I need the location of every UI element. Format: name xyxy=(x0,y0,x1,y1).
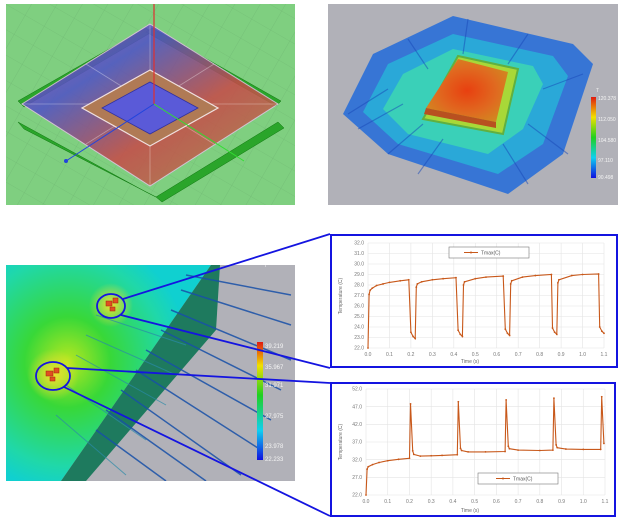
x-tick-label: 0.2 xyxy=(406,499,413,505)
y-tick-label: 25.0 xyxy=(354,314,364,320)
detail-legend-tick: 23.978 xyxy=(265,444,284,450)
x-tick-label: 0.0 xyxy=(365,352,372,358)
qfp-geometry-image xyxy=(6,4,295,205)
x-tick-label: 0.4 xyxy=(449,499,456,505)
x-tick-label: 0.3 xyxy=(429,352,436,358)
x-tick-label: 0.1 xyxy=(386,352,393,358)
y-tick-label: 22.0 xyxy=(354,346,364,352)
y-axis-label: Temperature (C) xyxy=(338,277,344,314)
thermal-legend-tick: 90.498 xyxy=(598,175,614,181)
x-tick-label: 1.1 xyxy=(601,352,608,358)
detail-legend-title: T xyxy=(264,265,267,269)
x-axis-label: Time (s) xyxy=(461,359,479,365)
y-tick-label: 26.0 xyxy=(354,304,364,310)
y-axis-label: Temperature (C) xyxy=(338,423,344,460)
thermal-contour-panel: T 120.378 112.050 104.580 97.110 90.498 xyxy=(328,4,618,205)
legend-label: Tmax(C) xyxy=(481,251,501,257)
x-tick-label: 0.9 xyxy=(558,352,565,358)
chart-legend: Tmax(C) xyxy=(448,246,530,259)
x-tick-label: 0.0 xyxy=(363,499,370,505)
geometry-model-panel xyxy=(6,4,295,205)
x-tick-label: 0.8 xyxy=(536,499,543,505)
detail-legend-tick: 31.971 xyxy=(265,383,284,389)
x-tick-label: 0.4 xyxy=(450,352,457,358)
chart-legend: Tmax(C) xyxy=(477,472,559,485)
x-tick-label: 0.6 xyxy=(493,352,500,358)
x-tick-label: 1.0 xyxy=(580,499,587,505)
x-tick-label: 0.7 xyxy=(515,499,522,505)
x-tick-label: 0.5 xyxy=(471,499,478,505)
x-tick-label: 0.1 xyxy=(384,499,391,505)
x-tick-label: 1.1 xyxy=(602,499,609,505)
hotspot-circle-1 xyxy=(96,293,126,319)
x-tick-label: 0.6 xyxy=(493,499,500,505)
thermal-legend-title: T xyxy=(596,88,599,94)
thermal-colorbar xyxy=(591,97,596,178)
x-tick-label: 0.9 xyxy=(558,499,565,505)
detail-legend-tick: 35.967 xyxy=(265,365,284,371)
hotspot-circle-2 xyxy=(35,361,71,391)
y-tick-label: 24.0 xyxy=(354,325,364,331)
y-tick-label: 22.0 xyxy=(352,493,362,499)
thermal-legend-tick: 112.050 xyxy=(598,117,616,123)
y-tick-label: 31.0 xyxy=(354,251,364,257)
detail-legend-tick: 39.219 xyxy=(265,344,284,350)
y-tick-label: 32.0 xyxy=(354,241,364,247)
y-tick-label: 28.0 xyxy=(354,283,364,289)
y-tick-label: 32.0 xyxy=(352,457,362,463)
temperature-chart-hotspot-2: 52.0 47.0 42.0 37.0 32.0 27.0 22.0 0.0 0.1 0.2 0.… xyxy=(330,382,616,517)
detail-colorbar xyxy=(257,342,263,460)
y-tick-label: 27.0 xyxy=(354,293,364,299)
x-tick-label: 0.8 xyxy=(536,352,543,358)
legend-label: Tmax(C) xyxy=(513,477,533,483)
temperature-chart-hotspot-1: 32.0 31.0 30.0 29.0 28.0 27.0 26.0 25.0 24.0 23.0… xyxy=(330,234,618,368)
x-axis-label: Time (s) xyxy=(461,508,479,514)
qfp-thermal-contour-image: T 120.378 112.050 104.580 97.110 90.498 xyxy=(343,16,616,194)
y-tick-label: 30.0 xyxy=(354,262,364,268)
detail-legend-tick: 22.233 xyxy=(265,457,284,463)
y-tick-label: 42.0 xyxy=(352,422,362,428)
x-tick-label: 1.0 xyxy=(579,352,586,358)
thermal-legend-tick: 104.580 xyxy=(598,138,616,144)
y-tick-label: 29.0 xyxy=(354,272,364,278)
y-tick-label: 37.0 xyxy=(352,440,362,446)
y-tick-label: 52.0 xyxy=(352,387,362,393)
y-tick-label: 23.0 xyxy=(354,335,364,341)
x-tick-label: 0.7 xyxy=(515,352,522,358)
y-tick-label: 47.0 xyxy=(352,404,362,410)
detail-legend-tick: 27.975 xyxy=(265,414,284,420)
y-tick-label: 27.0 xyxy=(352,475,362,481)
x-tick-label: 0.5 xyxy=(472,352,479,358)
x-tick-label: 0.2 xyxy=(407,352,414,358)
thermal-legend-tick: 120.378 xyxy=(598,96,616,102)
x-tick-label: 0.3 xyxy=(428,499,435,505)
thermal-legend-tick: 97.110 xyxy=(598,158,613,164)
